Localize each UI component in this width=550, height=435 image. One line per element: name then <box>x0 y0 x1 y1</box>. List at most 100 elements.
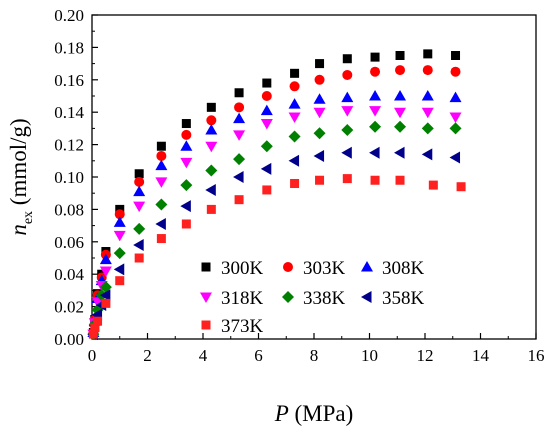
data-point <box>428 180 438 190</box>
data-point <box>234 102 245 113</box>
data-point <box>260 104 273 116</box>
data-point <box>394 146 405 159</box>
data-point <box>113 263 125 276</box>
data-point <box>155 177 168 188</box>
data-point <box>233 171 244 183</box>
y-tick-label: 0.12 <box>54 136 84 155</box>
data-point <box>370 66 381 77</box>
y-tick-label: 0.00 <box>54 330 84 349</box>
y-tick-label: 0.06 <box>54 233 84 252</box>
data-point <box>314 74 325 85</box>
legend-marker <box>201 262 211 272</box>
data-point <box>205 183 216 196</box>
legend-marker <box>361 261 373 272</box>
data-point <box>181 219 191 229</box>
data-point <box>342 69 353 80</box>
data-point <box>395 51 405 60</box>
x-tick-label: 14 <box>472 346 490 365</box>
y-axis-unit: (mmol/g) <box>6 118 31 211</box>
y-tick-label: 0.08 <box>54 200 84 219</box>
data-point <box>288 154 300 167</box>
data-point <box>449 91 462 103</box>
data-point <box>134 176 145 187</box>
legend-marker <box>200 292 212 303</box>
data-point <box>101 298 111 308</box>
data-point <box>156 150 167 161</box>
data-point <box>394 90 407 101</box>
data-point <box>289 81 300 92</box>
data-point <box>341 91 354 103</box>
data-point <box>260 162 272 175</box>
data-point <box>288 98 301 109</box>
x-tick-label: 0 <box>88 346 97 365</box>
legend-label: 338K <box>303 288 346 309</box>
data-point <box>421 122 434 135</box>
data-point <box>156 141 166 151</box>
data-point <box>421 107 434 119</box>
legend-label: 358K <box>382 288 425 309</box>
legend-entry: 338K <box>282 288 346 309</box>
data-point <box>88 329 98 339</box>
data-point <box>423 49 433 59</box>
data-point <box>133 239 144 252</box>
series-308K <box>87 90 462 338</box>
legend-label: 373K <box>221 316 264 337</box>
x-tick-label: 4 <box>199 346 208 365</box>
data-point <box>315 59 325 69</box>
y-tick-label: 0.02 <box>54 298 84 317</box>
data-point <box>115 276 125 286</box>
x-tick-label: 12 <box>417 346 434 365</box>
data-point <box>99 289 111 302</box>
data-point <box>394 120 407 133</box>
x-tick-label: 10 <box>361 346 378 365</box>
data-point <box>313 93 326 104</box>
data-point <box>342 174 352 184</box>
data-point <box>114 209 125 220</box>
data-point <box>369 120 382 133</box>
data-point <box>205 164 218 177</box>
data-point <box>180 140 193 151</box>
x-axis-title: P (MPa) <box>274 401 354 426</box>
legend-label: 308K <box>382 258 425 279</box>
legend-label: 303K <box>303 258 346 279</box>
data-point <box>313 127 326 140</box>
data-point <box>421 90 434 101</box>
data-point <box>99 253 112 265</box>
y-axis-title: nex (mmol/g) <box>6 118 36 235</box>
y-tick-label: 0.04 <box>54 265 84 284</box>
legend-entry: 358K <box>361 288 425 309</box>
data-point <box>456 182 466 192</box>
data-point <box>422 65 433 76</box>
data-point <box>342 54 352 64</box>
x-tick-label: 2 <box>143 346 152 365</box>
y-tick-label: 0.10 <box>54 168 84 187</box>
data-point <box>206 102 216 112</box>
data-point <box>449 151 461 164</box>
data-point <box>134 169 144 179</box>
data-point <box>394 107 407 119</box>
data-point <box>260 119 273 130</box>
y-tick-label: 0.16 <box>54 71 84 90</box>
data-point <box>450 66 461 77</box>
data-points <box>87 49 466 341</box>
legend-entry: 300K <box>201 258 264 279</box>
y-tick-label: 0.20 <box>54 6 84 25</box>
data-point <box>180 157 193 169</box>
legend-entry: 303K <box>283 258 346 279</box>
data-point <box>341 124 354 137</box>
data-point <box>133 201 146 213</box>
data-point <box>133 222 146 235</box>
data-point <box>234 195 244 205</box>
data-point <box>260 140 273 153</box>
ticks: 0 2 4 6 8 10 12 14 16 0.00 0.02 0.04 0.06 0.08 0.10 0.1… <box>54 6 544 365</box>
data-point <box>233 130 246 141</box>
x-axis-unit: (MPa) <box>289 401 354 426</box>
data-point <box>233 153 246 166</box>
data-point <box>262 185 272 195</box>
data-point <box>205 124 218 135</box>
data-point <box>206 115 217 126</box>
data-point <box>290 68 300 78</box>
y-tick-label: 0.18 <box>54 38 84 57</box>
legend-marker <box>201 320 211 330</box>
legend: 300K 303K 308K 318K 338K 358K 373K <box>200 258 425 337</box>
